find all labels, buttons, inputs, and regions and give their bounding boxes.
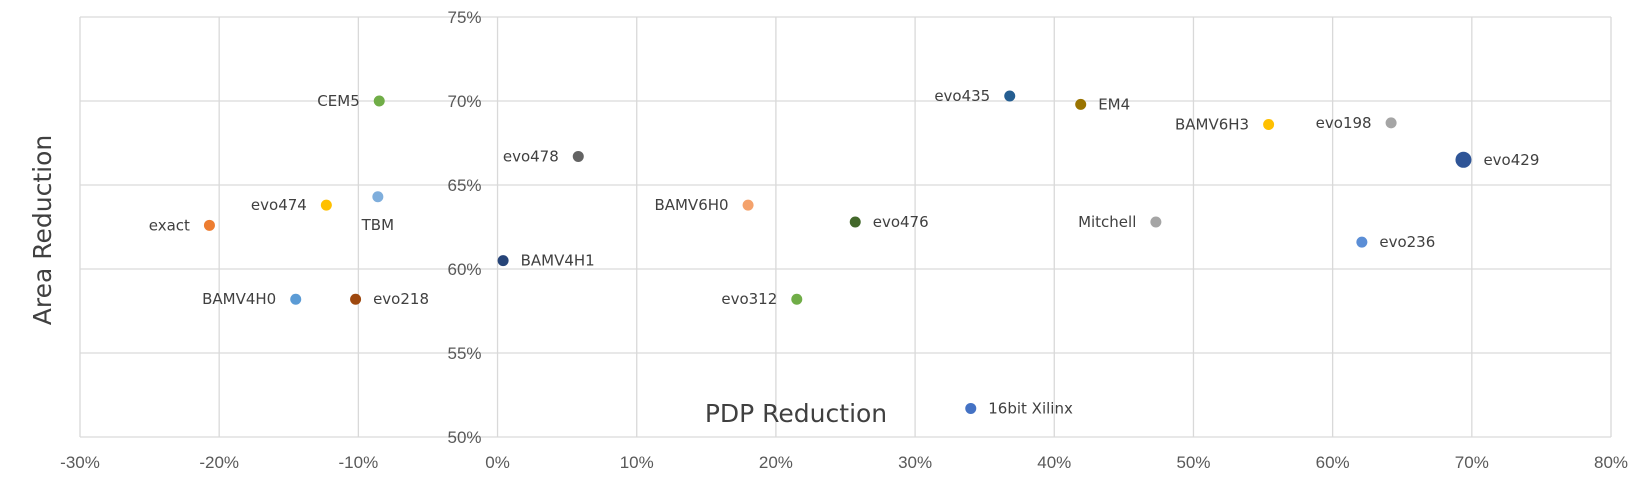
data-label-evo474: evo474 (251, 196, 307, 214)
y-tick-label: 55% (448, 344, 482, 363)
x-tick-label: 60% (1316, 453, 1350, 472)
y-tick-label: 50% (448, 428, 482, 447)
data-point-tbm (372, 191, 384, 203)
data-point-evo236 (1356, 236, 1368, 248)
data-point-exact (203, 219, 215, 231)
data-label-bamv4h0: BAMV4H0 (202, 290, 276, 308)
data-point-evo218 (350, 293, 362, 305)
x-axis-title: PDP Reduction (705, 399, 887, 428)
data-point-bamv6h0 (742, 199, 754, 211)
data-label-em4: EM4 (1098, 95, 1130, 113)
data-label-evo236: evo236 (1379, 233, 1435, 251)
data-label-mitchell: Mitchell (1078, 213, 1136, 231)
data-label-tbm: TBM (361, 216, 394, 234)
y-axis-title: Area Reduction (28, 135, 57, 325)
data-label-bamv6h0: BAMV6H0 (654, 196, 728, 214)
data-label-evo476: evo476 (873, 213, 929, 231)
y-tick-label: 60% (448, 260, 482, 279)
x-tick-label: -30% (60, 453, 100, 472)
x-tick-label: 80% (1594, 453, 1628, 472)
x-tick-label: -20% (199, 453, 239, 472)
data-label-evo435: evo435 (934, 87, 990, 105)
data-label-evo478: evo478 (503, 147, 559, 165)
data-label-evo218: evo218 (373, 290, 429, 308)
data-point-16bit-xilinx (965, 402, 977, 414)
data-point-bamv6h3 (1263, 119, 1275, 131)
data-points (203, 90, 1472, 414)
data-point-cem5 (373, 95, 385, 107)
data-label-exact: exact (149, 216, 190, 234)
data-point-evo435 (1004, 90, 1016, 102)
data-point-evo429 (1455, 151, 1472, 168)
data-labels: CEM5 evo474 TBM exact BAMV4H0 evo218 BAMV4H1 ev… (149, 87, 1540, 417)
data-label-evo429: evo429 (1483, 151, 1539, 169)
data-point-evo198 (1385, 117, 1397, 129)
data-point-em4 (1075, 98, 1087, 110)
y-tick-label: 70% (448, 92, 482, 111)
x-tick-label: 70% (1455, 453, 1489, 472)
data-point-bamv4h0 (290, 293, 302, 305)
x-tick-label: 10% (620, 453, 654, 472)
x-tick-labels: -30% -20% -10% 0% 10% 20% 30% 40% 50% 60% 70% 80% (60, 453, 1628, 472)
data-label-bamv4h1: BAMV4H1 (521, 252, 595, 270)
data-label-evo312: evo312 (721, 290, 777, 308)
data-point-bamv4h1 (497, 255, 509, 267)
x-tick-label: 40% (1037, 453, 1071, 472)
y-tick-labels: 50% 55% 60% 65% 70% 75% (448, 8, 482, 447)
x-tick-label: 20% (759, 453, 793, 472)
x-tick-label: 0% (485, 453, 510, 472)
data-point-mitchell (1150, 216, 1162, 228)
data-label-evo198: evo198 (1316, 114, 1372, 132)
data-label-cem5: CEM5 (317, 92, 359, 110)
x-tick-label: 50% (1176, 453, 1210, 472)
data-point-evo476 (849, 216, 861, 228)
data-point-evo474 (320, 199, 332, 211)
data-point-evo478 (572, 150, 584, 162)
data-point-evo312 (791, 293, 803, 305)
grid (79, 16, 1612, 438)
data-label-bamv6h3: BAMV6H3 (1175, 116, 1249, 134)
x-tick-label: 30% (898, 453, 932, 472)
data-label-16bit-xilinx: 16bit Xilinx (988, 399, 1073, 417)
x-tick-label: -10% (339, 453, 379, 472)
y-tick-label: 75% (448, 8, 482, 27)
y-tick-label: 65% (448, 176, 482, 195)
